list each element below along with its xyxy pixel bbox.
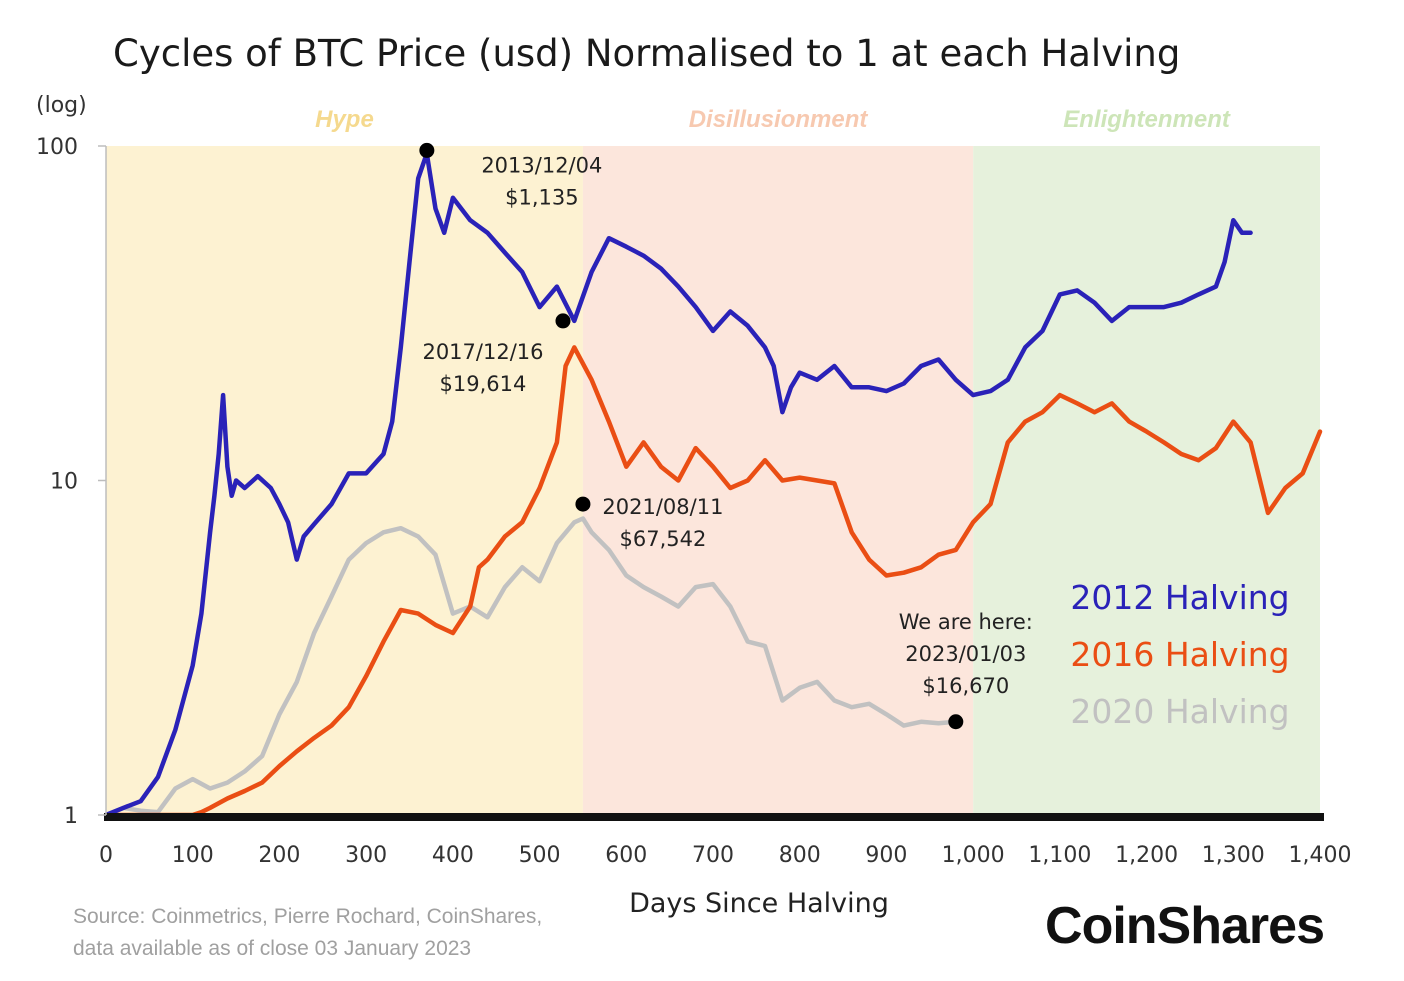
y-tick-label-1: 1 [64,804,78,829]
annotation-date-2021/08/11: 2021/08/11 [602,495,723,519]
series-line-2012 [103,151,1253,818]
x-ticks: 0 100 200 300 400 500 600 700 800 900 1,000 1,100 1,… [99,843,1351,868]
x-tick-label-1400: 1,400 [1289,843,1352,868]
x-tick-label-500: 500 [519,843,561,868]
x-tick-label-0: 0 [99,843,113,868]
y-ticks: 1 10 100 [36,135,106,829]
annotation-price-2013/12/04: $1,135 [505,185,578,209]
source-line-2: data available as of close 03 January 20… [73,937,471,960]
phase-label-enlightenment: Enlightenment [1063,106,1231,133]
x-tick-label-1300: 1,300 [1202,843,1265,868]
phase-band-disillusionment [582,146,974,815]
x-tick-label-1200: 1,200 [1115,843,1178,868]
annotation-date-2017/12/16: 2017/12/16 [422,340,543,364]
annotation-date-2013/12/04: 2013/12/04 [481,153,602,177]
y-tick-label-10: 10 [50,470,78,495]
annotation-dot-2013/12/04 [419,142,435,158]
x-tick-label-1100: 1,100 [1028,843,1091,868]
y-axis-label: (log) [36,93,87,118]
legend: 2012 Halving 2016 Halving 2020 Halving [1070,578,1289,731]
x-tick-label-600: 600 [605,843,647,868]
annotation-date-2023/01/03: 2023/01/03 [905,642,1026,666]
series-lines [103,151,1323,818]
annotation-price-2017/12/16: $19,614 [440,372,527,396]
phase-label-disillusionment: Disillusionment [689,106,869,133]
legend-item-2012: 2012 Halving [1070,578,1289,617]
x-tick-label-100: 100 [172,843,214,868]
annotation-price-2023/01/03: $16,670 [922,674,1009,698]
annotation-heading-2023/01/03: We are here: [899,610,1033,634]
annotation-dot-2021/08/11 [575,496,591,512]
series-line-2020 [103,516,959,818]
y-tick-label-100: 100 [36,135,78,160]
x-tick-label-300: 300 [345,843,387,868]
annotation-dot-2017/12/16 [555,313,571,329]
annotation-price-2021/08/11: $67,542 [620,527,707,551]
x-tick-label-200: 200 [258,843,300,868]
legend-item-2016: 2016 Halving [1070,635,1289,674]
x-tick-label-1000: 1,000 [942,843,1005,868]
phase-label-hype: Hype [315,106,374,133]
x-tick-label-400: 400 [432,843,474,868]
chart-title: Cycles of BTC Price (usd) Normalised to … [113,32,1180,75]
phase-labels: Hype Disillusionment Enlightenment [315,106,1231,133]
x-tick-label-700: 700 [692,843,734,868]
series-line-2016 [103,345,1323,818]
annotations: 2013/12/04 $1,135 2017/12/16 $19,614 2021/08… [419,142,1033,730]
source-line-1: Source: Coinmetrics, Pierre Rochard, Coi… [73,905,542,928]
coinshares-logo: CoinShares [1045,897,1324,955]
x-axis-label: Days Since Halving [629,888,889,919]
annotation-dot-2023/01/03 [948,714,964,730]
legend-item-2020: 2020 Halving [1070,692,1289,731]
x-tick-label-800: 800 [779,843,821,868]
x-tick-label-900: 900 [865,843,907,868]
